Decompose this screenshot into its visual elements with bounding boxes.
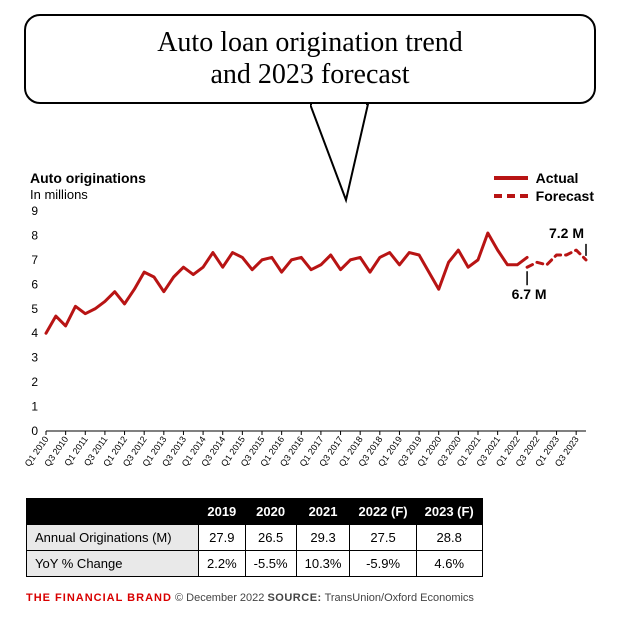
svg-text:0: 0 (31, 424, 38, 438)
table-cell: -5.9% (350, 551, 416, 577)
data-table: 2019202020212022 (F)2023 (F)Annual Origi… (26, 498, 483, 577)
title-line2: and 2023 forecast (210, 59, 409, 91)
footer-copyright: © December 2022 (175, 592, 264, 604)
svg-text:7: 7 (31, 253, 38, 267)
footer-brand: THE FINANCIAL BRAND (26, 592, 172, 604)
table-cell: 4.6% (416, 551, 482, 577)
y-axis-subtitle: In millions (30, 187, 88, 202)
footer-source: TransUnion/Oxford Economics (325, 592, 474, 604)
table-cell: 26.5 (245, 525, 296, 551)
table-row-label: YoY % Change (27, 551, 199, 577)
legend-label-forecast: Forecast (536, 188, 594, 204)
legend-swatch-dash (494, 194, 528, 198)
table-cell: 28.8 (416, 525, 482, 551)
svg-text:8: 8 (31, 228, 38, 242)
svg-text:4: 4 (31, 326, 38, 340)
table-header: 2019 (199, 499, 246, 525)
table-header: 2021 (296, 499, 350, 525)
table-cell: 10.3% (296, 551, 350, 577)
svg-text:7.2 M: 7.2 M (549, 225, 584, 241)
table-row-label: Annual Originations (M) (27, 525, 199, 551)
svg-text:6: 6 (31, 277, 38, 291)
table-cell: 27.5 (350, 525, 416, 551)
svg-text:9: 9 (31, 205, 38, 218)
speech-bubble-tail-icon (310, 104, 390, 224)
legend-label-actual: Actual (536, 170, 579, 186)
table-header: 2022 (F) (350, 499, 416, 525)
table-row: Annual Originations (M)27.926.529.327.52… (27, 525, 483, 551)
legend-swatch-solid (494, 176, 528, 180)
chart-svg: 0123456789Q1 2010Q3 2010Q1 2011Q3 2011Q1… (16, 205, 602, 495)
title-line1: Auto loan origination trend (157, 27, 463, 59)
table-cell: 29.3 (296, 525, 350, 551)
y-axis-title: Auto originations (30, 170, 146, 186)
footer: THE FINANCIAL BRAND © December 2022 SOUR… (26, 592, 474, 604)
footer-source-label: SOURCE: (267, 592, 321, 604)
legend: Actual Forecast (494, 170, 594, 206)
svg-text:6.7 M: 6.7 M (512, 286, 547, 302)
legend-actual: Actual (494, 170, 594, 186)
table-cell: 27.9 (199, 525, 246, 551)
legend-forecast: Forecast (494, 188, 594, 204)
table-cell: -5.5% (245, 551, 296, 577)
title-bubble: Auto loan origination trend and 2023 for… (24, 14, 596, 104)
table-header: 2020 (245, 499, 296, 525)
chart-area: 0123456789Q1 2010Q3 2010Q1 2011Q3 2011Q1… (16, 205, 602, 495)
table-header-stub (27, 499, 199, 525)
table-cell: 2.2% (199, 551, 246, 577)
svg-text:2: 2 (31, 375, 38, 389)
table-header: 2023 (F) (416, 499, 482, 525)
table-row: YoY % Change2.2%-5.5%10.3%-5.9%4.6% (27, 551, 483, 577)
svg-text:5: 5 (31, 302, 38, 316)
svg-text:3: 3 (31, 351, 38, 365)
svg-text:1: 1 (31, 400, 38, 414)
